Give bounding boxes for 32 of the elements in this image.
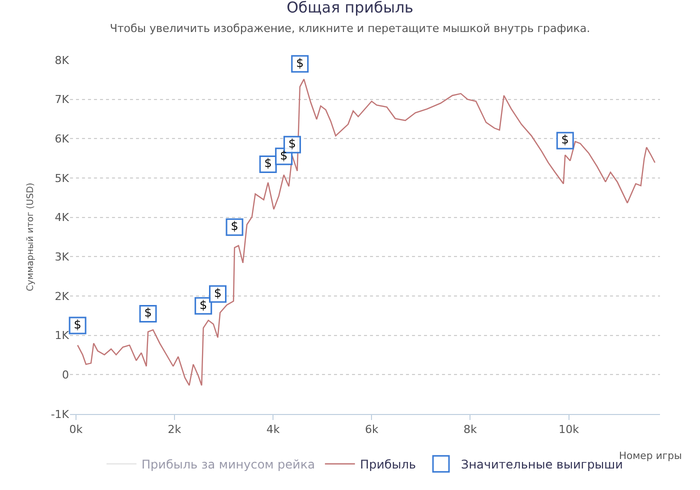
y-tick-label: 0: [62, 368, 69, 382]
y-tick-label: 3K: [54, 250, 70, 264]
y-tick-label: 1K: [54, 329, 70, 342]
data-label: $: [230, 219, 238, 234]
data-label: $: [144, 306, 152, 320]
data-label: $: [296, 56, 304, 70]
y-tick-label: 7K: [54, 93, 70, 106]
legend-label: Прибыль: [360, 458, 416, 472]
chart-title: Общая прибыль: [286, 0, 414, 16]
data-label: $: [280, 148, 288, 162]
x-tick-label: 6k: [364, 423, 379, 436]
x-tick-label: 8k: [464, 423, 478, 436]
data-label: $: [200, 298, 208, 312]
data-label: $: [288, 136, 296, 151]
x-tick-label: 2k: [168, 423, 182, 436]
y-tick-label: 4K: [54, 211, 70, 224]
y-tick-label: 2K: [54, 290, 70, 303]
x-tick-label: 10k: [558, 423, 580, 436]
data-label: $: [561, 132, 569, 147]
data-label: $: [214, 286, 222, 300]
x-tick-label: 4k: [266, 423, 280, 436]
data-label: $: [74, 318, 82, 332]
x-tick-label: 0k: [69, 423, 84, 436]
legend-label: Прибыль за минусом рейка: [142, 458, 315, 472]
y-tick-label: -1K: [50, 408, 70, 421]
y-tick-label: 5K: [54, 172, 70, 185]
y-tick-label: 8K: [54, 54, 70, 67]
line-series: [76, 78, 656, 386]
data-label: $: [264, 156, 272, 170]
chart-subtitle: Чтобы увеличить изображение, кликните и перетащите мышкой внутрь графика.: [110, 22, 590, 35]
y-axis-title: Суммарный итог (USD): [26, 182, 36, 292]
y-tick-label: 6K: [54, 132, 70, 146]
